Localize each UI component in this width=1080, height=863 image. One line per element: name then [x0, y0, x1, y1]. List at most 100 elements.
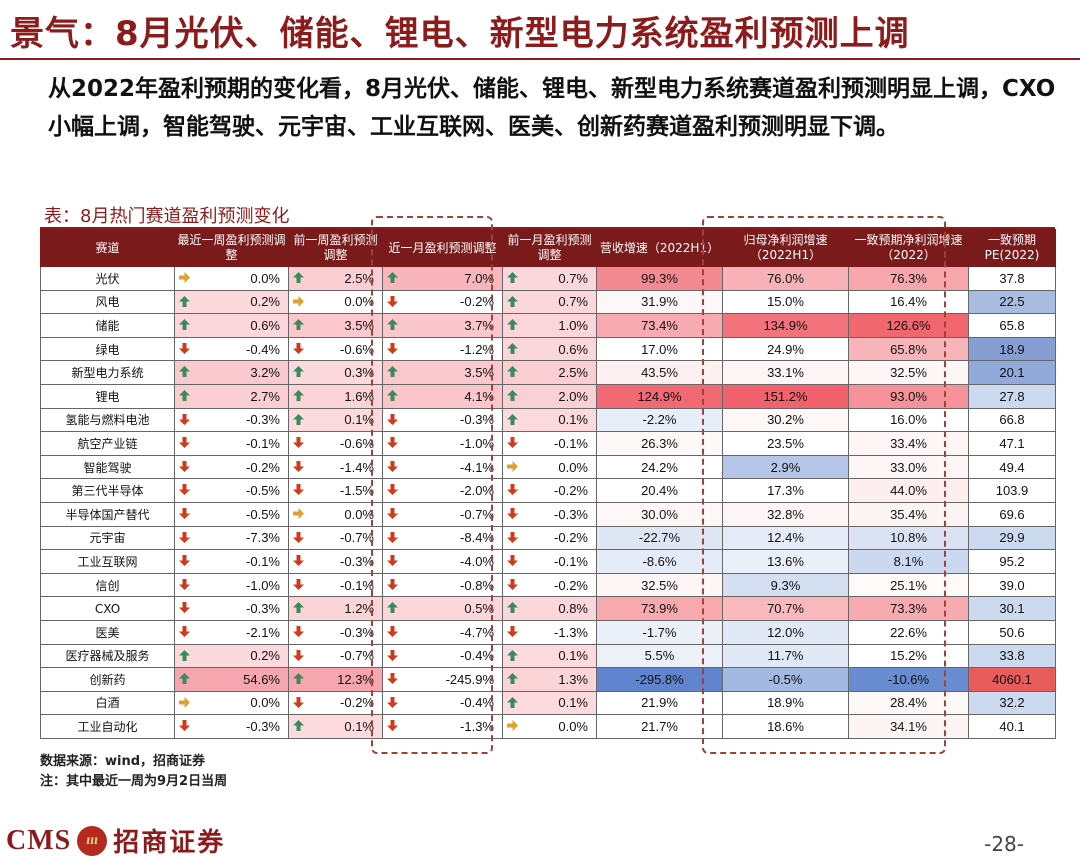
trend-arrow-icon — [292, 295, 305, 308]
forecast-change-cell: 1.0% — [502, 313, 597, 338]
change-value: 1.0% — [558, 317, 588, 333]
forecast-change-cell: -0.5% — [174, 501, 289, 527]
table-caption: 表：8月热门赛道盈利预测变化 — [44, 206, 290, 227]
pe-cell: 65.8 — [968, 313, 1056, 338]
change-value: 0.3% — [344, 365, 374, 381]
trend-arrow-icon — [178, 271, 191, 284]
change-value: 0.0% — [344, 506, 374, 522]
sector-name: 智能驾驶 — [40, 454, 175, 480]
pe-cell: 40.1 — [968, 714, 1056, 739]
change-value: 0.1% — [558, 695, 588, 711]
change-value: -1.3% — [460, 719, 494, 735]
sector-name: 工业自动化 — [40, 714, 175, 739]
change-value: -0.3% — [246, 412, 280, 428]
change-value: 0.1% — [558, 412, 588, 428]
forecast-change-cell: -0.3% — [174, 596, 289, 621]
change-value: 2.0% — [558, 388, 588, 404]
pe-cell: 27.8 — [968, 383, 1056, 409]
revenue-growth-cell: 20.4% — [596, 478, 723, 503]
forecast-change-cell: 2.0% — [502, 383, 597, 409]
sector-name: 白酒 — [40, 690, 175, 716]
change-value: -8.4% — [460, 530, 494, 546]
change-value: -0.3% — [246, 719, 280, 735]
change-value: -1.0% — [246, 577, 280, 593]
trend-arrow-icon — [386, 672, 399, 685]
forecast-change-cell: -0.2% — [502, 525, 597, 551]
revenue-growth-cell: 124.9% — [596, 383, 723, 409]
pe-cell: 4060.1 — [968, 667, 1056, 692]
change-value: 0.1% — [344, 719, 374, 735]
pe-cell: 69.6 — [968, 501, 1056, 527]
trend-arrow-icon — [178, 483, 191, 496]
revenue-growth-cell: 43.5% — [596, 360, 723, 385]
trend-arrow-icon — [292, 531, 305, 544]
consensus-growth-cell: 16.0% — [848, 407, 969, 433]
page-title: 景气：8月光伏、储能、锂电、新型电力系统盈利预测上调 — [10, 14, 910, 54]
forecast-change-cell: -0.2% — [382, 289, 503, 315]
sector-name: 锂电 — [40, 383, 175, 409]
trend-arrow-icon — [292, 554, 305, 567]
change-value: 0.2% — [250, 294, 280, 310]
table-row: 新型电力系统 3.2% 0.3% 3.5% 2.5% 43.5% 33.1% 32.5% 20.… — [40, 360, 1056, 385]
trend-arrow-icon — [506, 365, 519, 378]
net-profit-growth-cell: 32.8% — [722, 501, 849, 527]
consensus-growth-cell: 32.5% — [848, 360, 969, 385]
source-notes: 数据来源：wind，招商证券 注：其中最近一周为9月2日当周 — [40, 752, 227, 792]
trend-arrow-icon — [178, 507, 191, 520]
sector-name: CXO — [40, 596, 175, 621]
change-value: -0.6% — [340, 435, 374, 451]
sector-name: 第三代半导体 — [40, 478, 175, 503]
change-value: -0.3% — [246, 601, 280, 617]
change-value: 0.0% — [558, 459, 588, 475]
source-note: 数据来源：wind，招商证券 — [40, 754, 206, 769]
pe-cell: 22.5 — [968, 289, 1056, 315]
change-value: -0.5% — [246, 506, 280, 522]
logo-chinese: 招商证券 — [113, 828, 226, 858]
change-value: -4.1% — [460, 459, 494, 475]
consensus-growth-cell: 73.3% — [848, 596, 969, 621]
trend-arrow-icon — [506, 554, 519, 567]
header-cell: 营收增速（2022H1） — [596, 229, 723, 267]
trend-arrow-icon — [178, 413, 191, 426]
change-value: 54.6% — [243, 671, 280, 687]
consensus-growth-cell: 33.4% — [848, 431, 969, 456]
sector-name: 储能 — [40, 313, 175, 338]
change-value: 3.7% — [464, 317, 494, 333]
trend-arrow-icon — [386, 601, 399, 614]
forecast-change-cell: 7.0% — [382, 266, 503, 291]
trend-arrow-icon — [386, 295, 399, 308]
table-row: 光伏 0.0% 2.5% 7.0% 0.7% 99.3% 76.0% 76.3% 37.8 — [40, 266, 1056, 291]
table-row: 工业自动化 -0.3% 0.1% -1.3% 0.0% 21.7% 18.6% 34.1% 40… — [40, 714, 1056, 739]
change-value: -0.1% — [246, 435, 280, 451]
forecast-change-cell: -7.3% — [174, 525, 289, 551]
forecast-change-cell: -0.7% — [382, 501, 503, 527]
forecast-change-cell: 0.0% — [502, 714, 597, 739]
change-value: -0.3% — [340, 553, 374, 569]
change-value: 0.0% — [344, 294, 374, 310]
forecast-change-cell: -0.1% — [174, 549, 289, 574]
consensus-growth-cell: 15.2% — [848, 643, 969, 669]
change-value: 0.5% — [464, 601, 494, 617]
forecast-change-cell: 0.1% — [502, 690, 597, 716]
change-value: -1.4% — [340, 459, 374, 475]
change-value: 4.1% — [464, 388, 494, 404]
revenue-growth-cell: -8.6% — [596, 549, 723, 574]
sector-name: 创新药 — [40, 667, 175, 692]
forecast-change-cell: -0.2% — [288, 690, 383, 716]
forecast-change-cell: 2.7% — [174, 383, 289, 409]
net-profit-growth-cell: 151.2% — [722, 383, 849, 409]
sector-name: 半导体国产替代 — [40, 501, 175, 527]
change-value: 2.5% — [558, 365, 588, 381]
trend-arrow-icon — [506, 507, 519, 520]
change-value: -7.3% — [246, 530, 280, 546]
pe-cell: 47.1 — [968, 431, 1056, 456]
change-value: 0.8% — [558, 601, 588, 617]
consensus-growth-cell: 28.4% — [848, 690, 969, 716]
consensus-growth-cell: 25.1% — [848, 572, 969, 598]
sector-name: 绿电 — [40, 336, 175, 362]
trend-arrow-icon — [178, 578, 191, 591]
change-value: -2.1% — [246, 624, 280, 640]
table-row: 储能 0.6% 3.5% 3.7% 1.0% 73.4% 134.9% 126.6% 65.8 — [40, 313, 1056, 338]
trend-arrow-icon — [178, 460, 191, 473]
trend-arrow-icon — [386, 436, 399, 449]
